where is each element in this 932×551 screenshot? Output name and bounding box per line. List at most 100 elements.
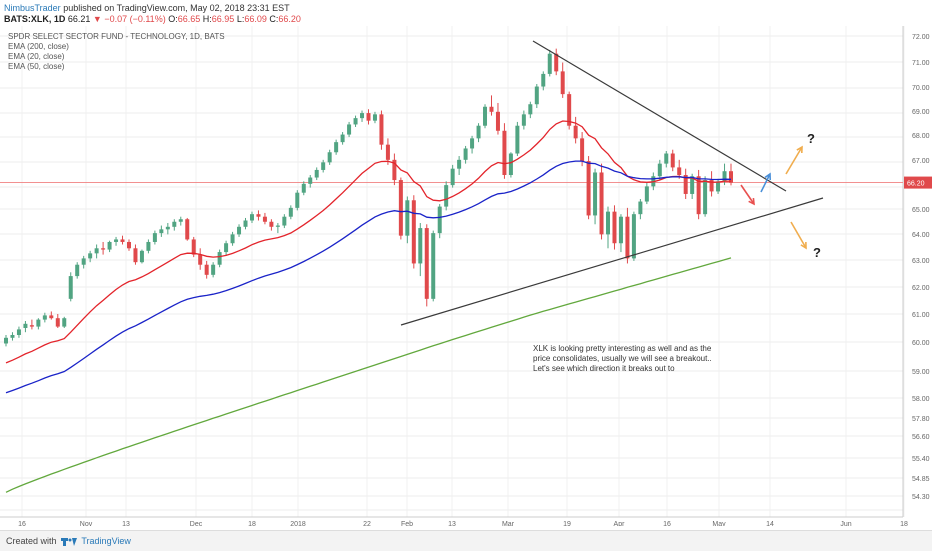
candle-body bbox=[94, 248, 99, 254]
published-text: published on TradingView.com, May 02, 20… bbox=[60, 3, 290, 13]
ema200-line bbox=[5, 257, 732, 493]
candle-body bbox=[275, 225, 280, 227]
analysis-note: XLK is looking pretty interesting as wel… bbox=[533, 344, 712, 373]
ema50-line bbox=[5, 160, 732, 394]
candle-body bbox=[690, 176, 695, 194]
last-price: 66.21 bbox=[67, 14, 91, 24]
candle-body bbox=[16, 329, 21, 335]
candle-body bbox=[55, 318, 60, 327]
breakout-arrow-blue bbox=[760, 173, 771, 193]
candle-body bbox=[249, 214, 254, 221]
candle-body bbox=[631, 214, 636, 259]
candle-body bbox=[107, 241, 112, 250]
candle-body bbox=[573, 125, 578, 139]
current-price-label: 66.20 bbox=[907, 181, 925, 188]
candle-body bbox=[618, 216, 623, 244]
candle-body bbox=[152, 233, 157, 242]
tradingview-logo-icon bbox=[61, 538, 78, 547]
candle-body bbox=[42, 315, 47, 320]
close-value: 66.20 bbox=[278, 14, 301, 24]
low-label: L: bbox=[236, 14, 245, 24]
candle-body bbox=[483, 106, 488, 126]
candle-body bbox=[191, 239, 196, 255]
legend-ema20[interactable]: EMA (20, close) bbox=[8, 52, 65, 61]
candle-body bbox=[534, 86, 539, 105]
analysis-note-line: XLK is looking pretty interesting as wel… bbox=[533, 344, 712, 353]
candle-body bbox=[683, 175, 688, 194]
price-tick-label: 63.00 bbox=[912, 258, 930, 265]
candle-body bbox=[314, 169, 319, 178]
time-tick-label: 13 bbox=[448, 521, 456, 526]
candle-body bbox=[133, 248, 138, 263]
high-value: 66.95 bbox=[211, 14, 235, 24]
created-with: Created with TradingView bbox=[6, 536, 131, 547]
candle-body bbox=[411, 200, 416, 264]
candle-body bbox=[165, 226, 170, 230]
candle-body bbox=[450, 168, 455, 186]
analysis-note-line: price consolidates, usually we will see … bbox=[533, 354, 712, 363]
publisher-name[interactable]: NimbusTrader bbox=[4, 3, 61, 13]
high-label: H: bbox=[202, 14, 212, 24]
candle-body bbox=[366, 113, 371, 121]
candle-body bbox=[716, 181, 721, 192]
candle-body bbox=[541, 73, 546, 87]
candle-body bbox=[580, 138, 585, 162]
candle-body bbox=[353, 118, 358, 125]
candle-body bbox=[29, 325, 34, 327]
candle-body bbox=[521, 114, 526, 126]
time-tick-label: Apr bbox=[614, 521, 626, 526]
price-tick-label: 68.00 bbox=[912, 133, 930, 140]
breakout-arrow-up-head bbox=[796, 145, 803, 154]
candle-body bbox=[528, 104, 533, 115]
time-tick-label: 16 bbox=[663, 521, 671, 526]
candle-body bbox=[664, 153, 669, 164]
candle-body bbox=[101, 248, 106, 250]
legend-ema200[interactable]: EMA (200, close) bbox=[8, 42, 69, 51]
price-tick-label: 61.00 bbox=[912, 312, 930, 319]
candle-body bbox=[638, 201, 643, 215]
candle-body bbox=[696, 176, 701, 215]
price-tick-label: 59.00 bbox=[912, 369, 930, 376]
candle-body bbox=[262, 216, 267, 222]
legend-ema50[interactable]: EMA (50, close) bbox=[8, 62, 65, 71]
candle-body bbox=[405, 200, 410, 236]
candle-body bbox=[334, 142, 339, 153]
tradingview-brand[interactable]: TradingView bbox=[81, 536, 131, 546]
candle-body bbox=[489, 106, 494, 112]
candle-body bbox=[178, 219, 183, 222]
candle-body bbox=[508, 153, 513, 175]
candle-body bbox=[385, 144, 390, 160]
candle-body bbox=[677, 167, 682, 175]
price-tick-label: 55.40 bbox=[912, 456, 930, 463]
ema20-line bbox=[5, 120, 732, 364]
price-tick-label: 69.00 bbox=[912, 109, 930, 116]
price-tick-label: 72.00 bbox=[912, 34, 930, 41]
lower-trendline bbox=[400, 197, 824, 326]
candle-body bbox=[599, 172, 604, 235]
candle-body bbox=[431, 233, 436, 299]
price-chart[interactable]: 72.0071.0070.0069.0068.0067.0066.0065.00… bbox=[0, 26, 932, 528]
time-tick-label: 16 bbox=[18, 521, 26, 526]
candle-body bbox=[567, 94, 572, 126]
candle-body bbox=[243, 220, 248, 227]
price-tick-label: 70.00 bbox=[912, 85, 930, 92]
time-tick-label: Mar bbox=[502, 521, 515, 526]
price-tick-label: 71.00 bbox=[912, 60, 930, 67]
candle-body bbox=[114, 239, 119, 242]
open-value: 66.65 bbox=[177, 14, 201, 24]
candle-body bbox=[593, 172, 598, 216]
time-tick-label: 2018 bbox=[290, 521, 306, 526]
price-tick-label: 54.30 bbox=[912, 494, 930, 501]
price-tick-label: 60.00 bbox=[912, 340, 930, 347]
time-tick-label: 13 bbox=[122, 521, 130, 526]
price-tick-label: 67.00 bbox=[912, 158, 930, 165]
candle-body bbox=[586, 161, 591, 216]
chart-area[interactable]: 72.0071.0070.0069.0068.0067.0066.0065.00… bbox=[0, 26, 932, 528]
time-tick-label: 14 bbox=[766, 521, 774, 526]
candle-body bbox=[612, 211, 617, 244]
candle-body bbox=[502, 130, 507, 175]
candle-body bbox=[126, 241, 131, 249]
candle-body bbox=[204, 264, 209, 275]
candle-body bbox=[301, 183, 306, 193]
ohlc-readout: BATS:XLK, 1D 66.21 ▼ −0.07 (−0.11%) O:66… bbox=[4, 14, 301, 24]
